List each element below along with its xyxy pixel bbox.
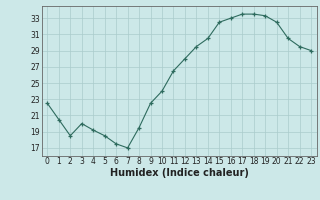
X-axis label: Humidex (Indice chaleur): Humidex (Indice chaleur)	[110, 168, 249, 178]
